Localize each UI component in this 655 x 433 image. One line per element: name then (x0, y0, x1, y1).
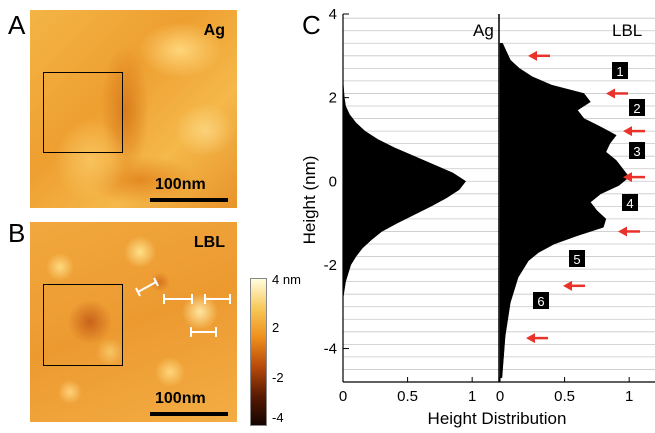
arrow-head (623, 126, 632, 137)
series-area-ag (342, 80, 467, 299)
afm-label-lbl: LBL (193, 234, 225, 251)
y-tick-label: 0 (329, 173, 337, 190)
measurement-markers (135, 277, 231, 337)
arrow-head (623, 172, 632, 183)
peak-label-1: 1 (616, 64, 623, 79)
y-tick-label: 2 (329, 90, 337, 107)
annotation-layer: 1 2 3 4 5 6 (526, 50, 645, 344)
arrow-head (606, 88, 615, 99)
series-label-lbl: LBL (612, 21, 642, 40)
peak-label-box (569, 250, 585, 267)
peak-label-box (629, 142, 645, 159)
area-layer (342, 43, 630, 379)
peak-label-box (629, 99, 645, 116)
x-axis-label: Height Distribution (428, 409, 567, 428)
colorbar-tick-4: 4 nm (272, 272, 301, 287)
x-tick-label: 0 (339, 388, 347, 405)
series-label-ag: Ag (473, 21, 494, 40)
scalebar-ag (150, 198, 228, 202)
x-tick-label: 0.5 (397, 388, 418, 405)
x-tick-label: 0.5 (554, 388, 575, 405)
peak-label-2: 2 (633, 101, 640, 116)
measure-cap-1a (135, 287, 141, 297)
roi-box-ag (43, 72, 123, 153)
y-tick-label: -4 (324, 341, 337, 358)
arrow-head (563, 280, 572, 291)
peak-label-3: 3 (633, 144, 640, 159)
axis-layer: 0 0.5 1 0 0.5 1 4 2 0 -2 -4 (324, 6, 655, 405)
y-axis-label: Height (nm) (300, 156, 319, 245)
scalebar-text-ag: 100nm (155, 176, 206, 193)
roi-box-lbl (43, 284, 123, 366)
colorbar-tick-2: 2 (272, 320, 280, 335)
afm-image-lbl: LBL 100nm (30, 222, 237, 422)
colorbar-tick-neg2: -2 (272, 370, 284, 385)
y-tick-label: -2 (324, 257, 337, 274)
panel-letter-b: B (8, 218, 26, 248)
peak-label-box (533, 292, 549, 309)
afm-image-ag: Ag 100nm (30, 10, 237, 208)
colorbar (250, 278, 267, 426)
colorbar-tick-neg4: -4 (272, 410, 284, 425)
panel-letter-a: A (8, 10, 26, 40)
arrow-head (528, 50, 537, 61)
x-tick-label: 0 (496, 388, 504, 405)
peak-label-box (622, 194, 638, 211)
peak-label-4: 4 (626, 196, 633, 211)
series-area-lbl (499, 43, 630, 379)
y-tick-label: 4 (329, 6, 337, 23)
arrow-head (526, 333, 535, 344)
arrow-head (618, 226, 627, 237)
peak-label-5: 5 (573, 252, 580, 267)
scalebar-text-lbl: 100nm (155, 390, 206, 407)
afm-label-ag: Ag (203, 22, 225, 39)
scalebar-lbl (150, 412, 228, 416)
x-tick-label: 1 (625, 388, 633, 405)
peak-label-6: 6 (537, 294, 544, 309)
measure-cap-1b (153, 277, 159, 287)
peak-label-box (612, 62, 628, 79)
x-tick-label: 1 (468, 388, 476, 405)
measure-line-1 (137, 281, 157, 293)
panel-letter-c: C (302, 10, 321, 40)
